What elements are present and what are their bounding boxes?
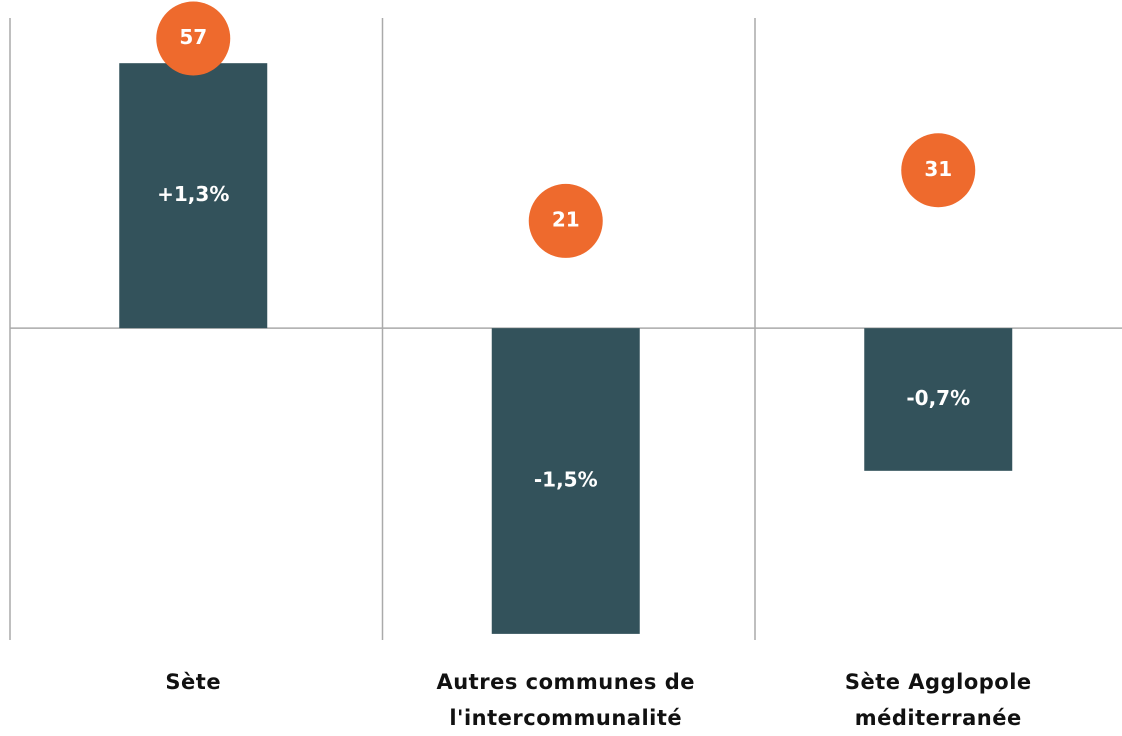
marker (901, 133, 976, 208)
marker-label: 57 (179, 25, 207, 49)
x-tick-label: Sète Agglopole méditerranée (844, 670, 1032, 730)
bar-label: -0,7% (906, 386, 970, 410)
marker (156, 1, 231, 76)
bar (119, 63, 268, 329)
chart: +1,3% -1,5% -0,7% 57 21 31 (9, 1, 1122, 640)
x-tick-label: Autres communes de l'intercommunalité (436, 670, 696, 730)
bar-label: -1,5% (534, 468, 598, 492)
marker (528, 183, 603, 258)
bar (491, 328, 640, 634)
bar-label: +1,3% (157, 182, 229, 206)
x-tick-label: Sète (165, 670, 222, 694)
marker-label: 21 (552, 207, 580, 231)
bar (864, 328, 1013, 471)
marker-label: 31 (924, 157, 952, 181)
